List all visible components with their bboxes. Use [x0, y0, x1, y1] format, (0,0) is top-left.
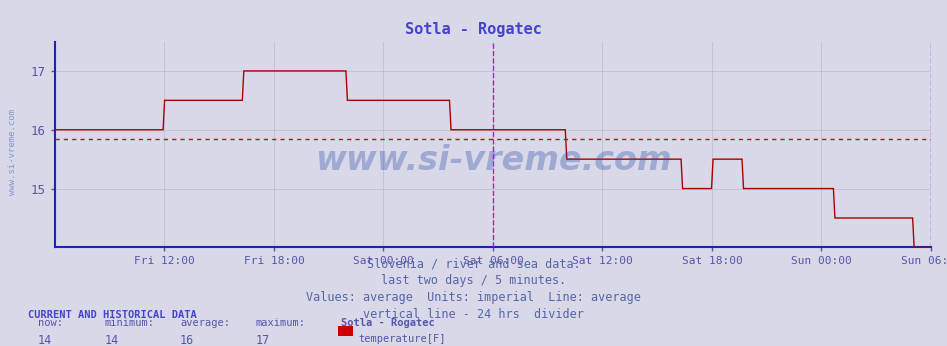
Text: Slovenia / river and sea data.: Slovenia / river and sea data.: [366, 258, 581, 271]
Text: www.si-vreme.com: www.si-vreme.com: [314, 144, 671, 177]
Text: last two days / 5 minutes.: last two days / 5 minutes.: [381, 274, 566, 288]
Text: temperature[F]: temperature[F]: [358, 334, 445, 344]
Text: 16: 16: [180, 334, 194, 346]
Text: 14: 14: [104, 334, 118, 346]
Text: Sotla - Rogatec: Sotla - Rogatec: [405, 22, 542, 37]
Text: www.si-vreme.com: www.si-vreme.com: [8, 109, 17, 195]
Text: CURRENT AND HISTORICAL DATA: CURRENT AND HISTORICAL DATA: [28, 310, 197, 320]
Text: maximum:: maximum:: [256, 318, 306, 328]
Text: minimum:: minimum:: [104, 318, 154, 328]
Text: 17: 17: [256, 334, 270, 346]
Text: 14: 14: [38, 334, 52, 346]
Text: vertical line - 24 hrs  divider: vertical line - 24 hrs divider: [363, 308, 584, 321]
Text: Values: average  Units: imperial  Line: average: Values: average Units: imperial Line: av…: [306, 291, 641, 304]
Text: Sotla - Rogatec: Sotla - Rogatec: [341, 318, 435, 328]
Text: average:: average:: [180, 318, 230, 328]
Text: now:: now:: [38, 318, 63, 328]
